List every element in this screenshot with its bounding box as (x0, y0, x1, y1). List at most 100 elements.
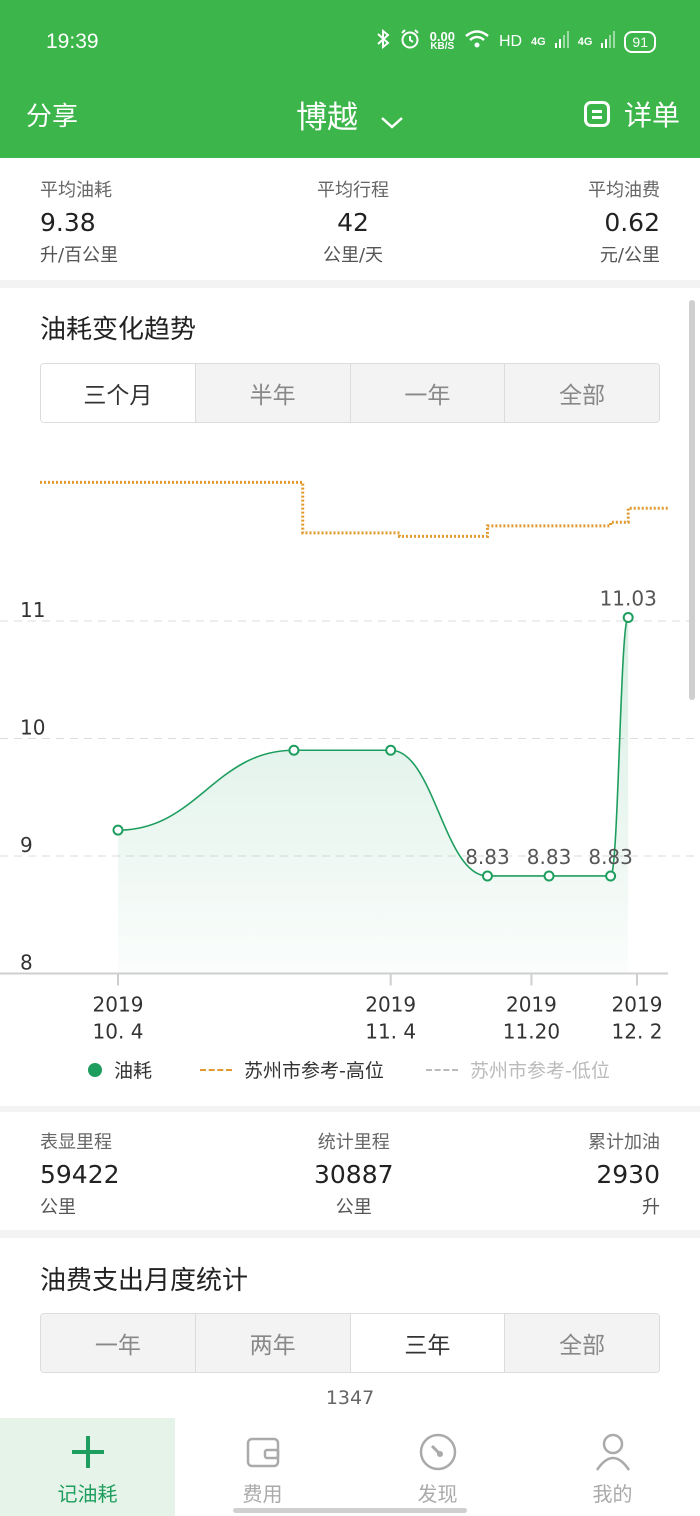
battery-indicator: 91 (624, 30, 656, 53)
avg-cost-unit: 元/公里 (599, 245, 660, 266)
net-speed-value: 0.00 (429, 28, 455, 44)
net-speed: 0.00 KB/S (429, 28, 455, 52)
x-tick-date: 11.20 (503, 1020, 560, 1044)
avg-consumption: 平均油耗 9.38 升/百公里 (40, 176, 118, 267)
total-fuel: 累计加油 2930 升 (588, 1128, 660, 1219)
tab-mine[interactable]: 我的 (525, 1418, 700, 1516)
data-label: 8.83 (465, 845, 510, 869)
range-option[interactable]: 三年 (349, 1314, 505, 1372)
data-point (622, 611, 634, 623)
avg-cost: 平均油费 0.62 元/公里 (588, 176, 660, 267)
hd-label: HD (498, 32, 523, 50)
gesture-handle (233, 1508, 467, 1513)
y-tick-label: 10 (20, 716, 45, 740)
legend-item[interactable]: 苏州市参考-低位 (426, 1056, 610, 1083)
bottom-tab-bar: 记油耗 费用 发现 我的 (0, 1418, 700, 1516)
detail-label: 详单 (623, 99, 680, 132)
summary-card: 平均油耗 9.38 升/百公里 平均行程 42 公里/天 平均油费 0.62 元… (0, 158, 700, 280)
data-point (385, 744, 397, 756)
x-tick-year: 2019 (93, 993, 144, 1017)
consumption-area (118, 617, 629, 974)
avg-consumption-unit: 升/百公里 (40, 245, 119, 266)
y-tick-label: 9 (20, 833, 33, 857)
vehicle-selector[interactable]: 博越 (0, 92, 700, 138)
odometer: 表显里程 59422 公里 (40, 1128, 120, 1219)
legend-dash (426, 1068, 458, 1071)
avg-distance-value: 42 (337, 208, 369, 237)
total-fuel-unit: 升 (642, 1197, 660, 1218)
data-point (288, 744, 300, 756)
y-tick-label: 11 (20, 598, 45, 622)
legend-dash (200, 1068, 232, 1071)
avg-cost-value: 0.62 (604, 208, 660, 237)
tab-record[interactable]: 记油耗 (0, 1418, 175, 1516)
monthly-peek-value: 1347 (325, 1387, 375, 1409)
status-icons: 0.00 KB/S HD 4G 4G 91 (376, 28, 656, 55)
odometer-unit: 公里 (40, 1197, 76, 1218)
consumption-chart: 11 10 9 8 2019 10. 4 2019 11. 4 2019 11.20 2019 12.… (0, 480, 700, 1044)
total-fuel-value: 2930 (596, 1160, 660, 1189)
data-label: 11.03 (600, 586, 657, 610)
legend-item[interactable]: 苏州市参考-高位 (200, 1056, 384, 1083)
range-option[interactable]: 全部 (504, 1314, 659, 1372)
range-option[interactable]: 两年 (194, 1314, 350, 1372)
x-tick-date: 11. 4 (365, 1020, 416, 1044)
data-label: 8.83 (588, 845, 633, 869)
avg-cost-label: 平均油费 (587, 180, 660, 201)
signal-1-icon (554, 30, 569, 53)
avg-consumption-label: 平均油耗 (40, 180, 112, 201)
alarm-icon (399, 28, 421, 55)
legend-item[interactable]: 油耗 (88, 1056, 152, 1083)
range-option[interactable]: 三个月 (41, 364, 195, 422)
total-fuel-label: 累计加油 (588, 1132, 660, 1153)
plus-icon (69, 1432, 107, 1472)
net-speed-unit: KB/S (430, 40, 455, 52)
tab-expenses[interactable]: 费用 (175, 1418, 350, 1516)
x-tick-year: 2019 (612, 993, 663, 1017)
data-label: 8.83 (527, 845, 572, 869)
x-tick-date: 10. 4 (93, 1020, 144, 1044)
data-point (112, 824, 124, 836)
data-point (481, 870, 493, 882)
range-option[interactable]: 半年 (194, 364, 350, 422)
legend-label: 油耗 (114, 1060, 153, 1082)
sim2-label: 4G (577, 35, 593, 48)
legend-dot (88, 1062, 102, 1077)
wallet-icon (245, 1432, 281, 1472)
chart-legend: 油耗 苏州市参考-高位 苏州市参考-低位 (0, 1056, 700, 1086)
monthly-range-tabs: 一年 两年 三年 全部 (40, 1313, 660, 1373)
detail-button[interactable]: 详单 (583, 94, 680, 134)
summary-stats: 平均油耗 9.38 升/百公里 平均行程 42 公里/天 平均油费 0.62 元… (0, 158, 700, 267)
monthly-title: 油费支出月度统计 (40, 1266, 249, 1296)
consumption-line (117, 616, 629, 877)
legend-label: 苏州市参考-低位 (470, 1060, 610, 1082)
legend-label: 苏州市参考-高位 (244, 1060, 384, 1082)
reference-high-line (40, 480, 668, 538)
tracked-mileage: 统计里程 30887 公里 (314, 1128, 394, 1219)
tracked-mileage-unit: 公里 (335, 1197, 372, 1218)
wifi-icon (464, 29, 490, 54)
bluetooth-icon (376, 28, 390, 54)
tracked-mileage-label: 统计里程 (317, 1132, 390, 1153)
x-tick-year: 2019 (365, 993, 416, 1017)
mileage-card: 表显里程 59422 公里 统计里程 30887 公里 累计加油 2930 升 (0, 1112, 700, 1230)
tab-discover[interactable]: 发现 (350, 1418, 525, 1516)
range-option[interactable]: 一年 (349, 364, 505, 422)
list-icon (583, 101, 610, 127)
tab-label: 费用 (242, 1482, 283, 1506)
tab-label: 发现 (417, 1482, 458, 1506)
compass-icon (418, 1432, 458, 1472)
data-point (605, 870, 617, 882)
avg-distance-label: 平均行程 (317, 180, 390, 201)
range-option[interactable]: 一年 (41, 1314, 195, 1372)
sim1-label: 4G (531, 35, 546, 48)
avg-consumption-value: 9.38 (40, 208, 96, 237)
avg-distance-unit: 公里/天 (322, 245, 384, 266)
range-option[interactable]: 全部 (504, 364, 659, 422)
signal-2-icon (601, 30, 616, 53)
scrollbar[interactable] (689, 300, 695, 700)
x-tick-date: 12. 2 (612, 1020, 663, 1044)
y-tick-label: 8 (20, 951, 33, 975)
tab-label: 记油耗 (57, 1482, 118, 1506)
share-button[interactable]: 分享 (26, 102, 79, 132)
